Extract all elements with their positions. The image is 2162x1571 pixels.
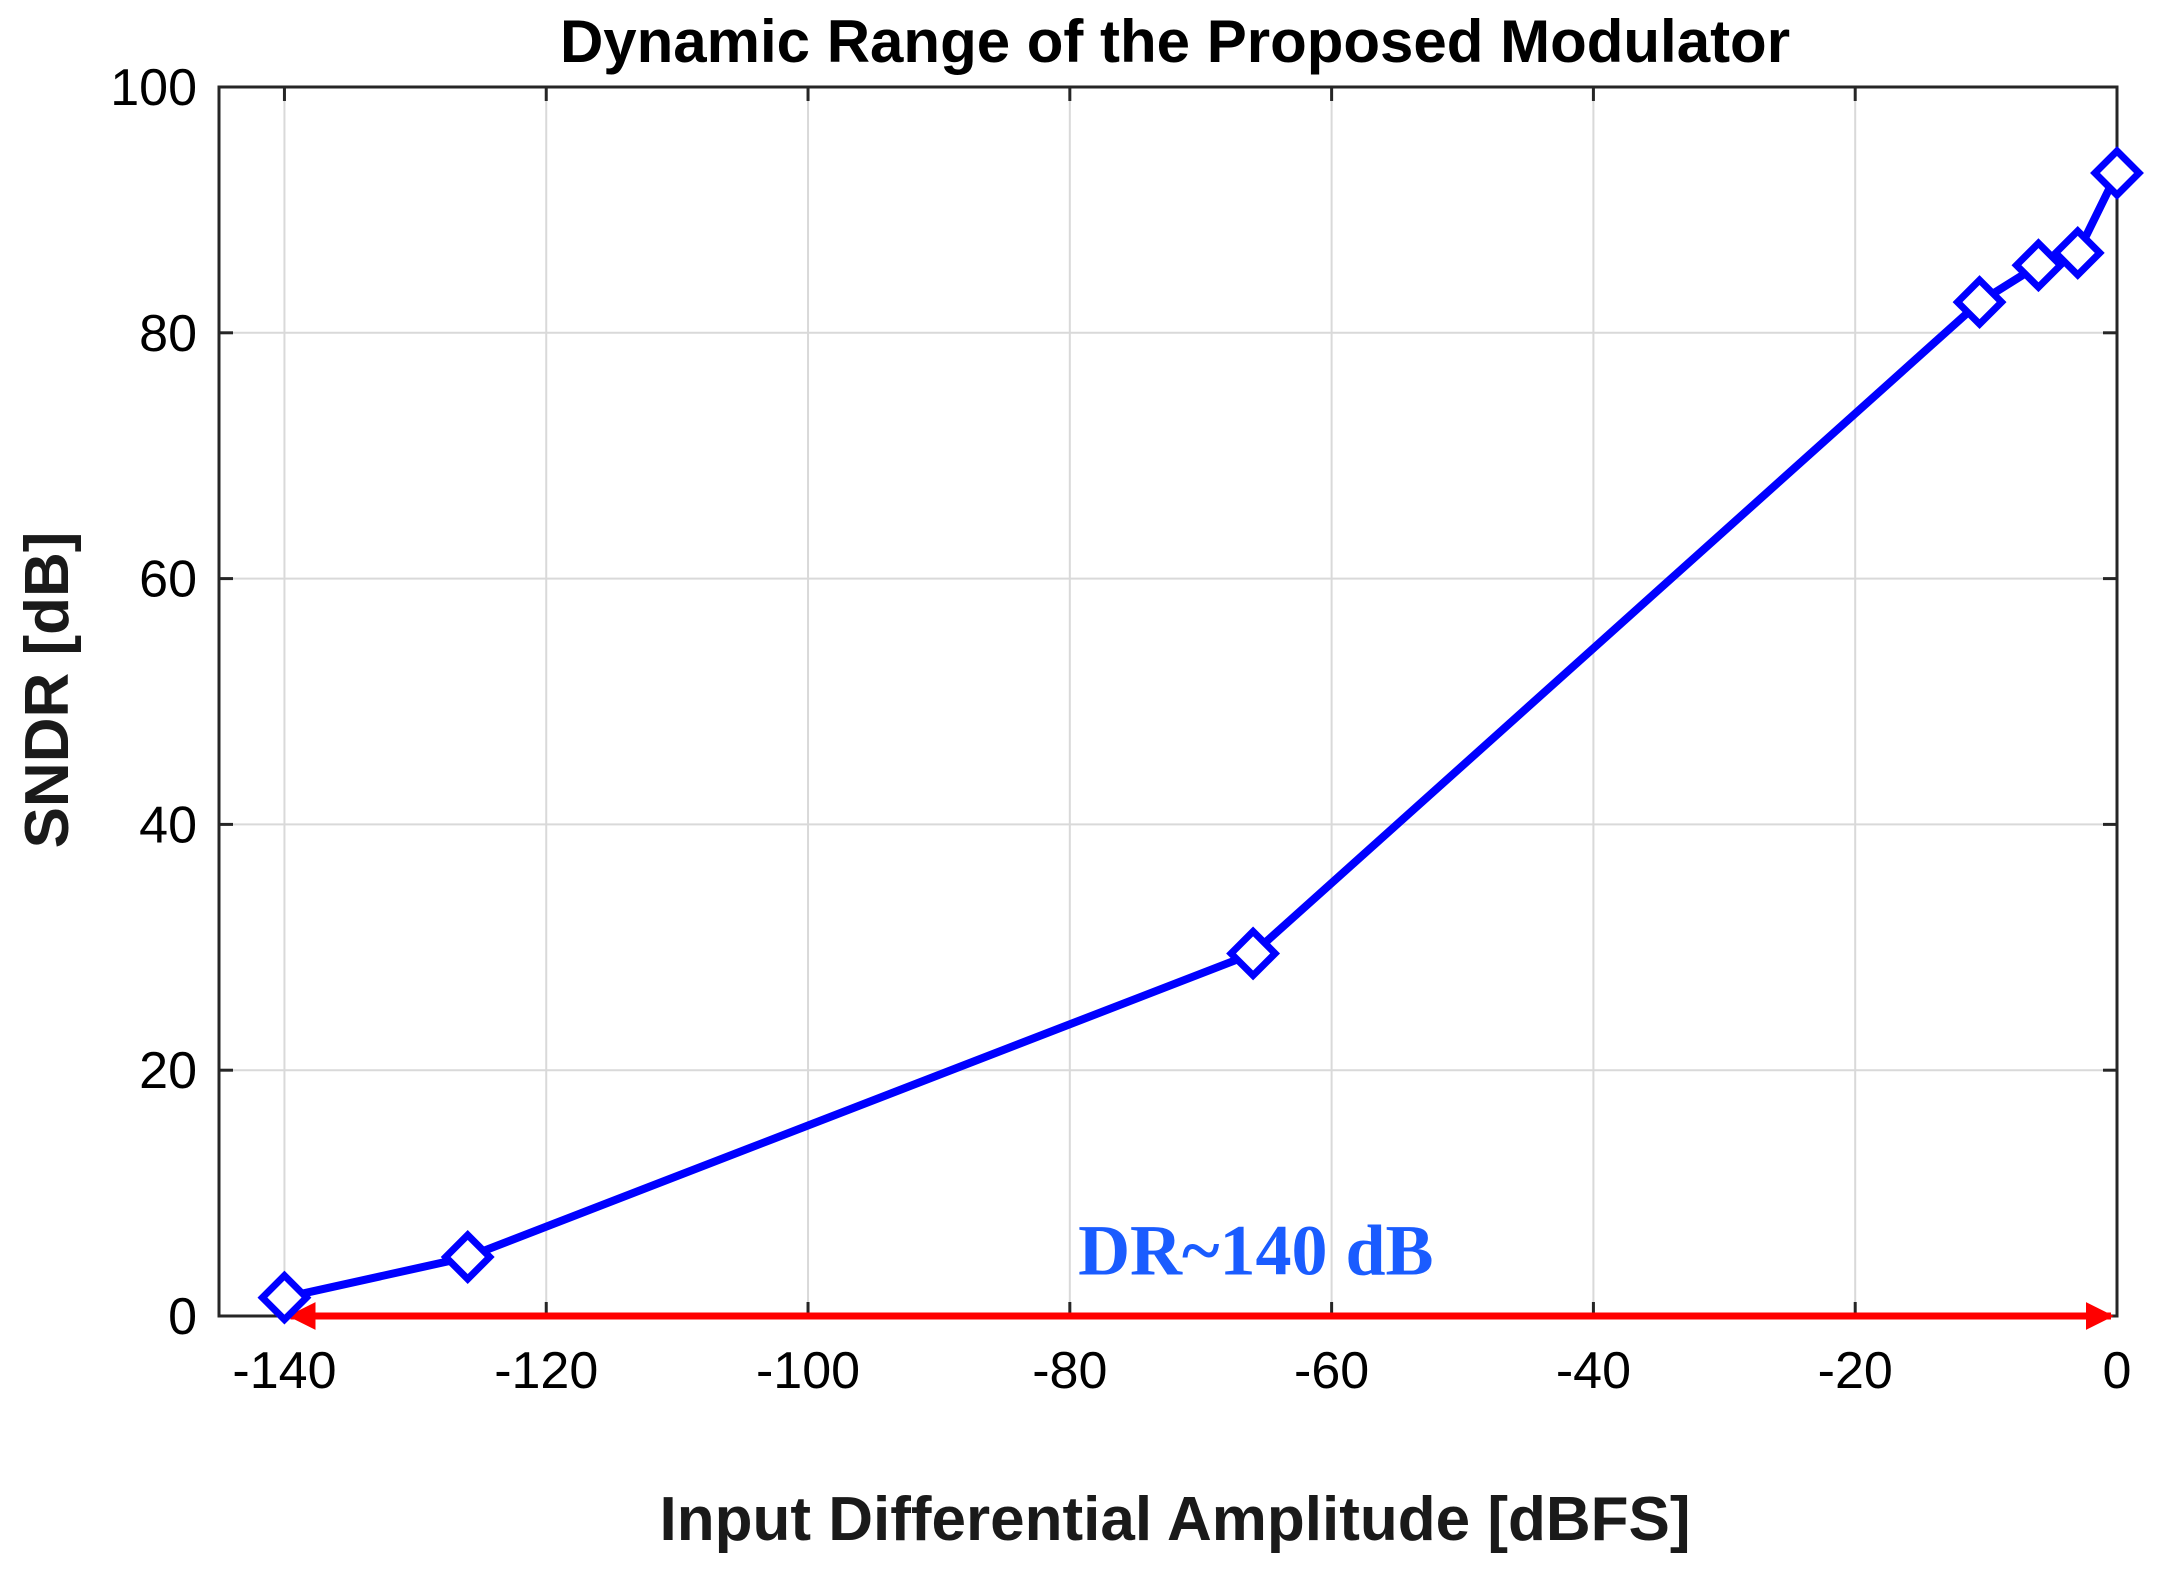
y-tick-label: 100 bbox=[110, 59, 197, 117]
y-tick-label: 40 bbox=[139, 796, 197, 854]
grid bbox=[219, 86, 2118, 1317]
x-tick-label: 0 bbox=[2103, 1342, 2132, 1400]
y-axis-label: SNDR [dB] bbox=[13, 532, 82, 849]
y-tick-label: 60 bbox=[139, 551, 197, 609]
x-tick-labels: -140 -120 -100 -80 -60 -40 -20 0 bbox=[232, 1342, 2131, 1400]
axis-ticks bbox=[219, 85, 2119, 1318]
x-tick-label: -60 bbox=[1294, 1342, 1369, 1400]
data-point-marker bbox=[1952, 275, 2007, 330]
data-point-marker bbox=[440, 1230, 495, 1284]
y-tick-label: 0 bbox=[168, 1288, 197, 1346]
data-point-marker bbox=[2090, 146, 2144, 200]
data-point-marker bbox=[2050, 225, 2105, 280]
y-tick-label: 80 bbox=[139, 305, 197, 363]
data-point-marker bbox=[1226, 926, 1281, 981]
sndr-series-markers bbox=[257, 146, 2144, 1325]
x-tick-label: -120 bbox=[494, 1342, 598, 1400]
data-point-marker bbox=[257, 1270, 312, 1325]
x-tick-label: -100 bbox=[756, 1342, 860, 1400]
chart-title: Dynamic Range of the Proposed Modulator bbox=[560, 8, 1790, 75]
plot-frame bbox=[217, 85, 2119, 1318]
y-tick-label: 20 bbox=[139, 1042, 197, 1100]
x-axis-label: Input Differential Amplitude [dBFS] bbox=[660, 1485, 1691, 1554]
sndr-series-line bbox=[283, 171, 2121, 1302]
x-tick-label: -40 bbox=[1556, 1342, 1631, 1400]
data-point-marker bbox=[2011, 238, 2066, 293]
dynamic-range-annotation: DR~140 dB bbox=[1078, 1211, 1434, 1291]
x-tick-label: -20 bbox=[1818, 1342, 1893, 1400]
x-tick-label: -80 bbox=[1032, 1342, 1107, 1400]
y-tick-labels: 0 20 40 60 80 100 bbox=[110, 59, 197, 1346]
x-tick-label: -140 bbox=[232, 1342, 336, 1400]
